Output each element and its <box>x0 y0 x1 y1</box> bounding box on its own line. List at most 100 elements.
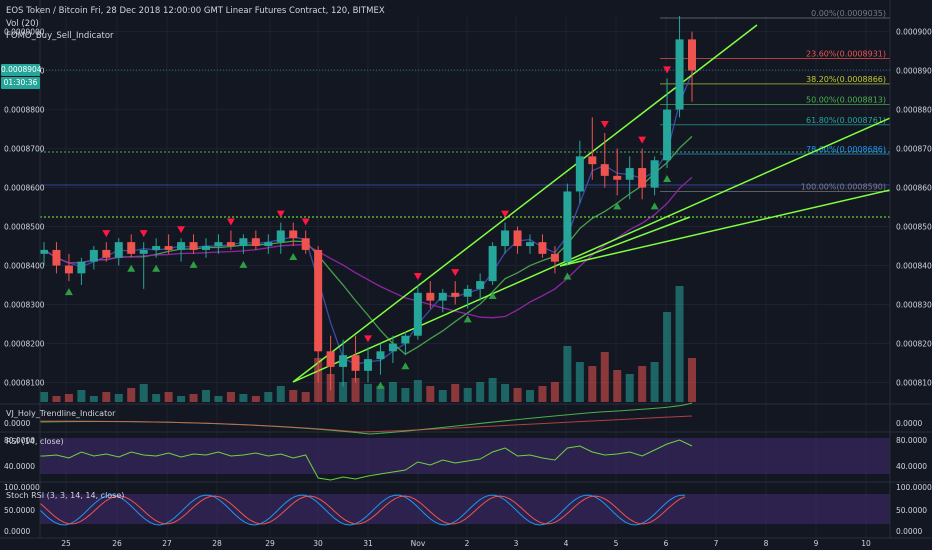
sell-signal-marker <box>177 226 186 234</box>
pane-tick-left: 40.0000 <box>4 462 35 471</box>
volume-bar <box>139 384 148 402</box>
sell-signal-marker <box>451 269 460 277</box>
volume-bar <box>426 386 435 402</box>
volume-bar <box>114 394 123 402</box>
price-tick-right: 0.0008400 <box>896 262 932 271</box>
volume-bar <box>89 396 98 402</box>
candle-body <box>289 230 298 239</box>
candle-body <box>339 355 348 367</box>
time-tick: 4 <box>564 539 569 548</box>
volume-bar <box>52 396 61 402</box>
trendline <box>559 216 691 267</box>
candle-body <box>114 242 123 258</box>
volume-indicator-label[interactable]: Vol (20) <box>6 19 39 29</box>
price-tick-left: 0.0009000 <box>4 28 45 37</box>
price-tick-left: 0.0008800 <box>4 106 45 115</box>
candle-body <box>550 253 559 262</box>
pane-tick-left: 0.0000 <box>4 527 30 536</box>
price-tick-right: 0.0009000 <box>896 28 932 37</box>
time-tick: 5 <box>614 539 619 548</box>
candle-body <box>501 230 510 247</box>
volume-bar <box>513 388 522 402</box>
sell-signal-marker <box>139 230 148 238</box>
candle-body <box>77 261 86 274</box>
buy-signal-marker <box>663 175 672 183</box>
buy-signal-marker <box>488 292 497 300</box>
candle-body <box>40 249 48 254</box>
candle-body <box>625 168 634 180</box>
candle-body <box>102 249 111 258</box>
pane-tick-left: 100.0000 <box>4 483 40 492</box>
pane-tick-right: 40.0000 <box>896 462 927 471</box>
volume-bar <box>488 378 497 402</box>
candle-body <box>202 246 210 250</box>
volume-bar <box>239 394 248 402</box>
volume-bar <box>376 386 385 402</box>
candle-body <box>688 39 696 71</box>
time-tick: 9 <box>814 539 819 548</box>
price-tick-left: 0.0008700 <box>4 145 45 154</box>
volume-bar <box>251 396 260 402</box>
volume-bar <box>538 386 547 402</box>
buy-signal-marker <box>289 253 298 261</box>
volume-bar <box>650 362 659 402</box>
rsi-band <box>40 438 890 474</box>
price-tick-left: 0.0008400 <box>4 262 45 271</box>
axes: 0.00090000.00090000.00089000.00089000.00… <box>4 0 932 548</box>
candle-body <box>314 249 323 352</box>
volume-bar <box>675 286 684 402</box>
buy-signal-marker <box>563 272 572 280</box>
time-tick: 27 <box>162 539 172 548</box>
volume-bar <box>438 390 447 402</box>
candle-body <box>239 238 248 247</box>
trendline <box>559 189 891 267</box>
stoch-k-line <box>39 494 685 526</box>
volume-bar <box>152 394 161 402</box>
price-tick-left: 0.0008600 <box>4 184 45 193</box>
sell-signal-marker <box>276 210 285 218</box>
candle-body <box>264 242 273 247</box>
volume-bar <box>613 370 622 402</box>
volume-bar <box>189 394 198 402</box>
volume-bar <box>463 388 472 402</box>
volume-bar <box>289 390 298 402</box>
volume-bar <box>164 392 173 402</box>
candle-body <box>376 351 385 360</box>
candle-body <box>638 168 647 188</box>
volume-bar <box>663 312 672 402</box>
volume-bar <box>588 366 597 402</box>
sell-signal-marker <box>301 218 310 226</box>
stoch-d-line <box>39 495 686 525</box>
volume-bar <box>214 396 223 402</box>
volume-bar <box>550 382 559 402</box>
volume-bar <box>563 346 572 402</box>
trend-pane-label[interactable]: VJ_Holy_Trendline_Indicator <box>6 409 116 418</box>
candle-body <box>476 281 485 289</box>
sell-signal-marker <box>638 136 647 144</box>
volume-bar <box>625 374 634 402</box>
candle-body <box>276 230 285 243</box>
sell-signal-marker <box>413 273 422 281</box>
price-badge: 0.0008904 <box>1 64 42 76</box>
buy-signal-marker <box>463 315 472 323</box>
fomo-indicator-label[interactable]: FOMO_Buy_Sell_Indicator <box>6 31 114 41</box>
candle-body <box>64 265 73 274</box>
sell-signal-marker <box>226 218 235 226</box>
price-tick-right: 0.0008800 <box>896 106 932 115</box>
time-tick: 3 <box>514 539 519 548</box>
time-tick: 10 <box>861 539 871 548</box>
price-tick-right: 0.0008300 <box>896 301 932 310</box>
stoch-pane-label[interactable]: Stoch RSI (3, 3, 14, 14, close) <box>6 491 125 500</box>
fib-level-label: 100.00%(0.0008590) <box>801 182 886 191</box>
candle-body <box>575 156 584 192</box>
candle-body <box>538 242 547 254</box>
candle-body <box>675 39 684 110</box>
rsi-pane-label[interactable]: RSI (14, close) <box>6 437 64 446</box>
candle-body <box>189 242 198 250</box>
candle-body <box>588 156 597 165</box>
candle-body <box>388 343 397 352</box>
pane-tick-left: 0.0000 <box>4 419 30 428</box>
candle-body <box>600 164 609 176</box>
